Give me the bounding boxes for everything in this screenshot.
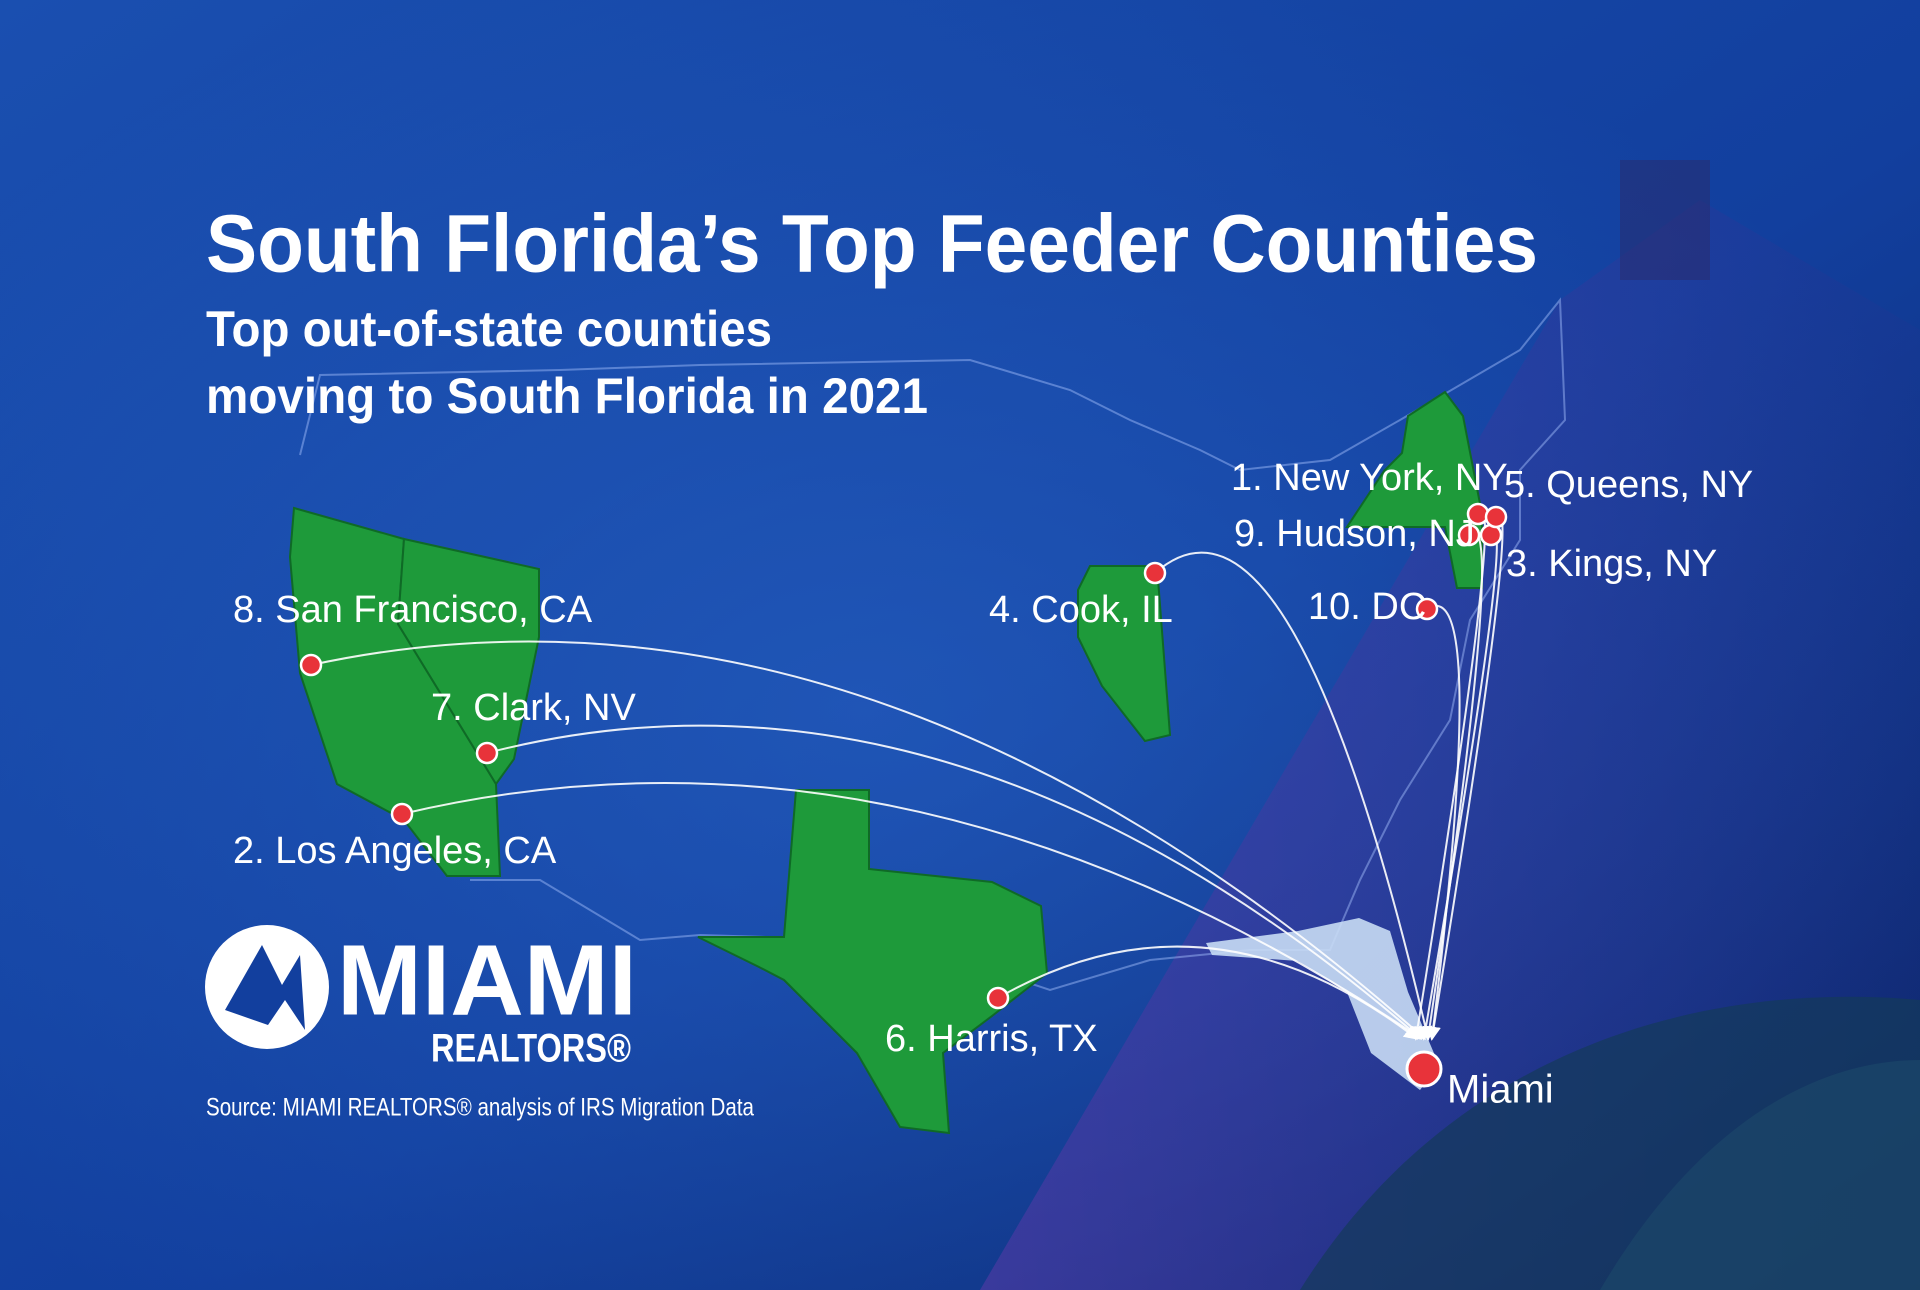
county-marker [1143,561,1167,585]
destination-marker [1405,1050,1443,1088]
state-nevada [396,537,540,786]
destination-label: Miami [1447,1068,1554,1112]
county-label: 1. New York, NY [1231,457,1508,499]
title: South Florida’s Top Feeder Counties [206,199,1538,290]
county-marker [1457,523,1481,547]
flow-arrow [997,945,1419,1040]
county-marker [986,986,1010,1010]
subtitle-line: Top out-of-state counties [206,301,772,357]
county-label: 7. Clark, NV [431,687,636,729]
logo: MIAMI REALTORS® [205,924,637,1071]
state-illinois [1077,565,1172,743]
state-texas [697,789,1049,1135]
county-marker [1415,597,1439,621]
county-label: 2. Los Angeles, CA [233,830,557,872]
flow-arrow [401,781,1423,1040]
county-label: 6. Harris, TX [885,1018,1098,1060]
flow-arrow [1426,604,1461,1041]
flow-arrow [1154,551,1433,1041]
state-new-york [1345,390,1483,589]
subtitle-line: moving to South Florida in 2021 [206,368,928,424]
county-label: 9. Hudson, NJ [1234,513,1475,555]
county-marker [390,802,414,826]
county-marker [475,741,499,765]
county-label: 3. Kings, NY [1506,543,1717,585]
county-markers [299,502,1508,1010]
logo-subname: REALTORS® [431,1027,631,1071]
county-label: 5. Queens, NY [1504,464,1753,506]
dune [1600,1060,1920,1290]
flow-arrow [310,640,1427,1040]
county-label: 10. DC [1308,586,1426,628]
flow-arrow [486,724,1423,1040]
state-florida [1206,918,1439,1090]
lighthouse [1620,160,1710,280]
logo-emblem-mark [225,945,305,1030]
source-note: Source: MIAMI REALTORS® analysis of IRS … [206,1094,754,1122]
county-label: 4. Cook, IL [989,589,1173,631]
county-marker [299,653,323,677]
logo-name: MIAMI [337,924,637,1036]
county-marker [1484,505,1508,529]
county-label: 8. San Francisco, CA [233,589,593,631]
